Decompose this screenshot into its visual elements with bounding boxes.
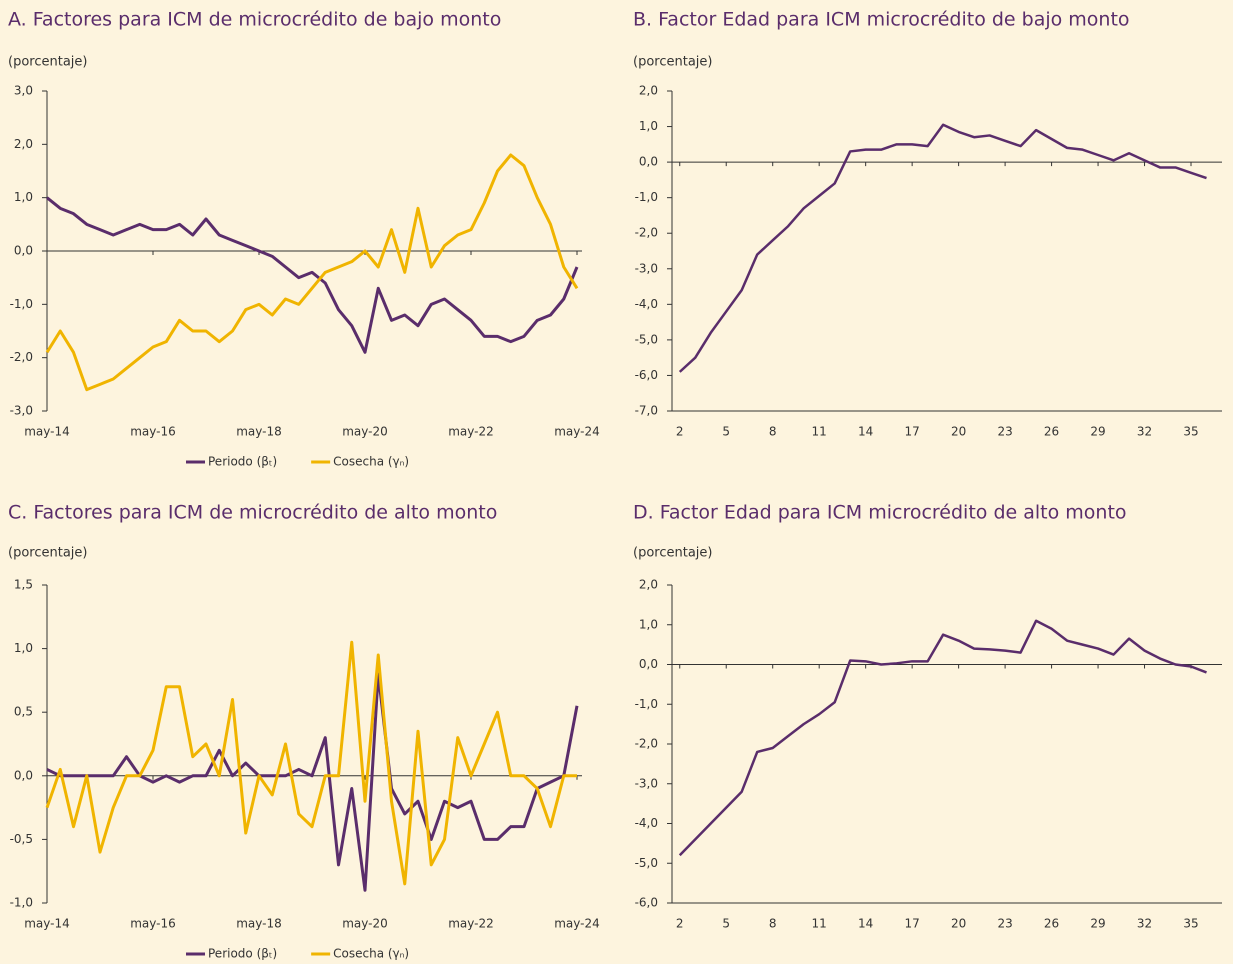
y-tick-label: 2,0 <box>14 137 33 151</box>
x-tick-label: 32 <box>1137 917 1152 931</box>
y-tick-label: 0,5 <box>14 705 33 719</box>
chart-title: D. Factor Edad para ICM microcrédito de … <box>633 502 1127 524</box>
y-tick-label: -2,0 <box>635 226 658 240</box>
y-tick-label: 1,0 <box>639 119 658 133</box>
chart-subtitle: (porcentaje) <box>633 546 712 561</box>
y-tick-label: 1,0 <box>639 617 658 631</box>
x-tick-label: 8 <box>769 425 777 439</box>
y-tick-label: -6,0 <box>635 896 658 910</box>
x-tick-label: 14 <box>858 917 873 931</box>
x-tick-label: 2 <box>676 917 684 931</box>
y-tick-label: -3,0 <box>635 261 658 275</box>
x-tick-label: 20 <box>951 917 966 931</box>
x-tick-label: 32 <box>1137 425 1152 439</box>
chart-subtitle: (porcentaje) <box>633 55 712 70</box>
x-tick-label: 17 <box>905 917 920 931</box>
x-tick-label: may-20 <box>342 425 388 439</box>
x-tick-label: may-20 <box>342 917 388 931</box>
x-tick-label: 5 <box>722 425 730 439</box>
x-tick-label: may-14 <box>24 425 70 439</box>
legend-label: Cosecha (γₙ) <box>333 947 409 961</box>
x-tick-label: may-16 <box>130 917 176 931</box>
series-line <box>678 123 1207 373</box>
chart-subtitle: (porcentaje) <box>8 55 87 70</box>
x-tick-label: may-14 <box>24 917 70 931</box>
chart-title: C. Factores para ICM de microcrédito de … <box>8 502 497 524</box>
x-tick-label: may-24 <box>554 917 600 931</box>
y-tick-label: -1,0 <box>10 297 33 311</box>
x-tick-label: 2 <box>676 425 684 439</box>
x-tick-label: 11 <box>812 425 827 439</box>
x-tick-label: may-22 <box>448 425 494 439</box>
x-tick-label: 35 <box>1183 425 1198 439</box>
y-tick-label: 2,0 <box>639 84 658 98</box>
y-tick-label: -2,0 <box>635 737 658 751</box>
y-tick-label: -1,0 <box>10 896 33 910</box>
x-tick-label: 11 <box>812 917 827 931</box>
x-tick-label: 23 <box>997 425 1012 439</box>
x-tick-label: 26 <box>1044 917 1059 931</box>
series-line <box>45 640 577 886</box>
x-tick-label: may-18 <box>236 425 282 439</box>
y-tick-label: 1,5 <box>14 578 33 592</box>
y-tick-label: -0,5 <box>10 832 33 846</box>
y-tick-label: -6,0 <box>635 368 658 382</box>
y-tick-label: 0,0 <box>639 657 658 671</box>
chart-title: A. Factores para ICM de microcrédito de … <box>8 9 501 31</box>
x-tick-label: may-16 <box>130 425 176 439</box>
x-tick-label: may-18 <box>236 917 282 931</box>
series-line <box>46 672 579 892</box>
x-tick-label: 20 <box>951 425 966 439</box>
chart-title: B. Factor Edad para ICM microcrédito de … <box>633 9 1130 31</box>
y-tick-label: 2,0 <box>639 578 658 592</box>
series-line <box>678 619 1207 857</box>
y-tick-label: 0,0 <box>639 155 658 169</box>
y-tick-label: 3,0 <box>14 84 33 98</box>
legend-label: Cosecha (γₙ) <box>333 455 409 469</box>
y-tick-label: -1,0 <box>635 190 658 204</box>
y-tick-label: 1,0 <box>14 641 33 655</box>
y-tick-label: 1,0 <box>14 190 33 204</box>
x-tick-label: may-22 <box>448 917 494 931</box>
y-tick-label: -4,0 <box>635 297 658 311</box>
x-tick-label: 23 <box>997 917 1012 931</box>
y-tick-label: -5,0 <box>635 856 658 870</box>
x-tick-label: 5 <box>722 917 730 931</box>
y-tick-label: -5,0 <box>635 332 658 346</box>
y-tick-label: -1,0 <box>635 697 658 711</box>
x-tick-label: may-24 <box>554 425 600 439</box>
series-line <box>45 153 579 392</box>
x-tick-label: 17 <box>905 425 920 439</box>
y-tick-label: 0,0 <box>14 244 33 258</box>
legend-label: Periodo (βₜ) <box>208 455 277 469</box>
y-tick-label: 0,0 <box>14 768 33 782</box>
x-tick-label: 35 <box>1183 917 1198 931</box>
x-tick-label: 29 <box>1090 917 1105 931</box>
y-tick-label: -4,0 <box>635 816 658 830</box>
chart-subtitle: (porcentaje) <box>8 546 87 561</box>
y-tick-label: -7,0 <box>635 404 658 418</box>
x-tick-label: 26 <box>1044 425 1059 439</box>
y-tick-label: -3,0 <box>10 404 33 418</box>
y-tick-label: -3,0 <box>635 776 658 790</box>
x-tick-label: 29 <box>1090 425 1105 439</box>
x-tick-label: 14 <box>858 425 873 439</box>
series-line <box>46 196 579 354</box>
x-tick-label: 8 <box>769 917 777 931</box>
legend-label: Periodo (βₜ) <box>208 947 277 961</box>
y-tick-label: -2,0 <box>10 350 33 364</box>
